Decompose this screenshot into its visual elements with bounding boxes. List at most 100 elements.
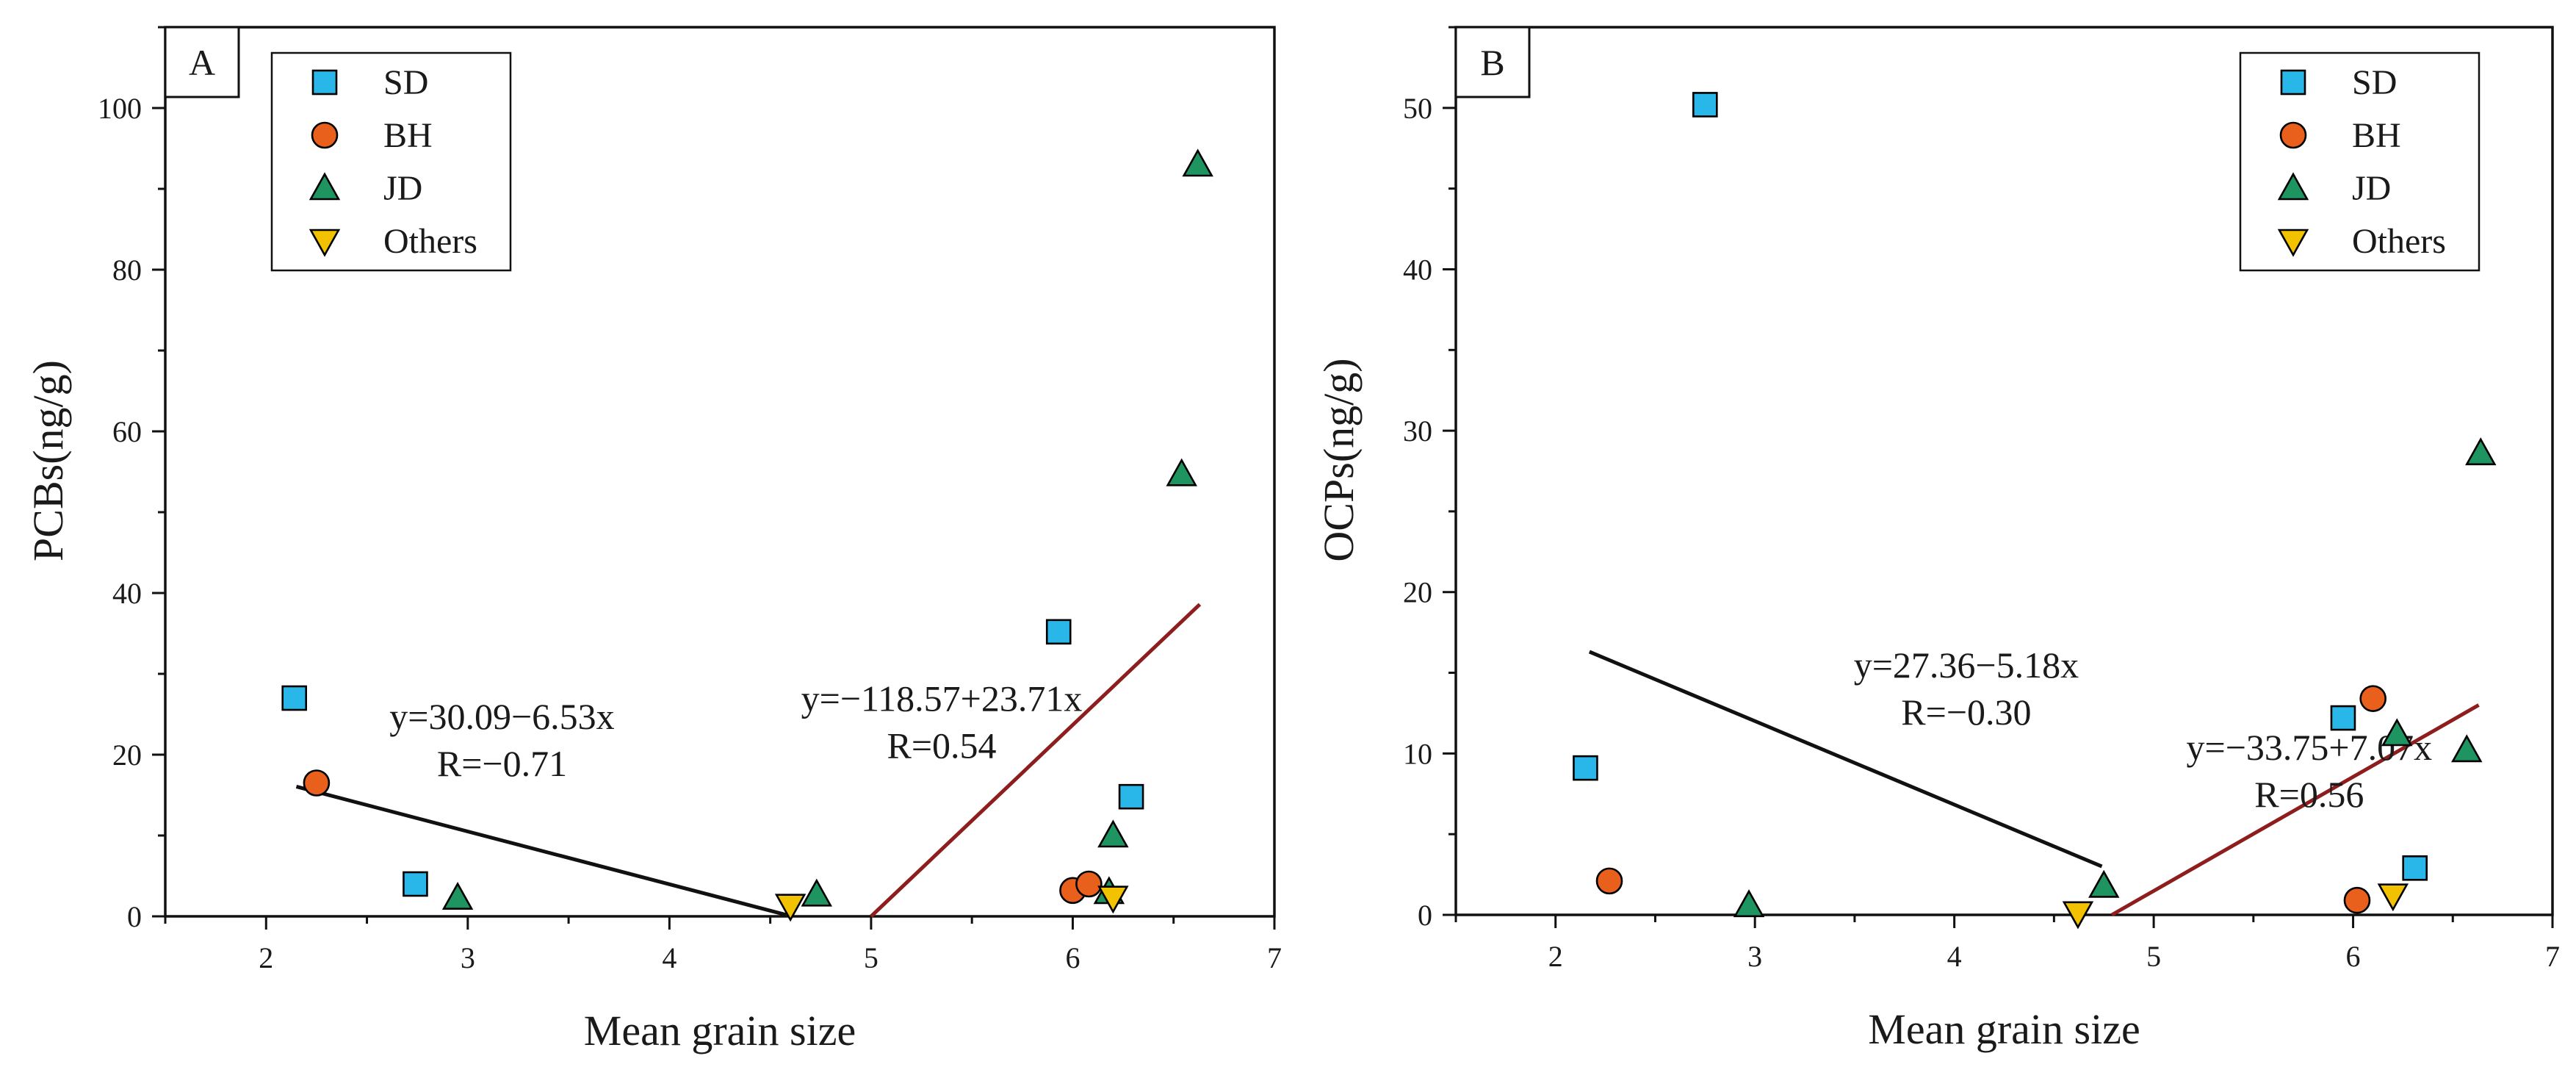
legend-item-bh: BH [2279,116,2401,155]
legend-item-jd: JD [2277,169,2391,208]
legend-marker-sd [311,69,338,96]
data-point-jd [1182,148,1213,177]
legend-marker-bh [2279,121,2307,149]
y-tick-label: 50 [1403,92,1432,125]
y-tick-label: 40 [1403,253,1432,286]
legend-label: Others [383,222,477,261]
series-bh [1595,685,2386,914]
legend-item-others: Others [2277,222,2446,261]
y-tick-label: 100 [98,92,142,125]
data-point-sd [1692,92,1718,118]
series-bh [303,769,1103,905]
data-point-sd [1573,755,1598,781]
data-point-jd [2451,734,2483,763]
data-point-others [2062,901,2094,930]
data-point-others [2377,883,2409,912]
fit-line [295,785,787,917]
data-point-jd [1097,819,1129,848]
data-point-bh [2343,886,2371,914]
x-tick-label: 7 [2545,940,2560,973]
y-axis-title: OCPs(ng/g) [1315,358,1363,561]
legend-label: SD [2352,63,2397,102]
data-point-jd [2381,718,2413,747]
data-point-jd [1733,889,1765,918]
series-sd [281,619,1144,897]
fit-equation-label: y=27.36−5.18x [1854,644,2079,686]
legend-box [2239,51,2481,272]
x-axis-title: Mean grain size [584,1007,856,1054]
data-point-sd [403,871,428,897]
panel-label: A [164,26,240,98]
y-axis-title: PCBs(ng/g) [24,360,72,561]
fit-line [1588,650,2103,869]
data-point-jd [2465,437,2497,466]
fit-r-label: R=0.54 [887,725,996,766]
panel-label-box [164,26,240,98]
x-axis-title: Mean grain size [1868,1005,2140,1053]
y-tick-label: 20 [112,739,142,772]
x-tick-label: 6 [2346,940,2361,973]
data-point-jd [1166,458,1197,486]
data-point-others [1097,885,1129,914]
legend-item-sd: SD [311,63,428,102]
panel-b: 2 3 4 5 6 7 0 10 20 30 40 50 Mean grain size OCPs(ng/… [1315,26,2560,1053]
data-point-others [774,894,807,922]
series-jd [441,148,1213,910]
fit-r-label: R=−0.71 [437,743,567,784]
data-point-bh [1595,867,1623,895]
data-point-sd [2330,705,2356,731]
legend-marker-sd [2280,69,2306,96]
x-tick-label: 4 [662,941,677,974]
panel-label-box [1454,26,1531,98]
legend-label: Others [2352,222,2446,261]
panel-a: 2 3 4 5 6 7 0 20 40 60 80 100 Mean grain size PCBs(ng… [24,26,1282,1054]
plot-frame [164,26,1276,918]
data-point-sd [1118,783,1144,810]
data-point-sd [281,685,308,711]
fit-line [870,603,1202,918]
x-tick-label: 5 [864,941,878,974]
legend-marker-others [309,229,341,257]
series-others [774,885,1129,922]
x-tick-label: 7 [1267,941,1282,974]
y-tick-label: 0 [1418,899,1432,932]
legend-item-sd: SD [2280,63,2397,102]
x-tick-label: 2 [259,941,273,974]
x-tick-label: 5 [2146,940,2161,973]
panel-label-text: B [1480,42,1504,83]
data-point-bh [2359,685,2386,712]
x-tick-label: 2 [1548,940,1563,973]
legend-item-others: Others [309,222,477,261]
legend-box [270,51,512,272]
legend-marker-bh [311,121,339,149]
legend: SD BH JD Others [2239,51,2481,272]
x-tick-label: 4 [1947,940,1962,973]
y-tick-label: 0 [127,900,142,933]
y-tick-label: 80 [112,254,142,287]
fit-r-label: R=−0.30 [1901,691,2031,733]
data-point-sd [2402,855,2428,881]
legend: SD BH JD Others [270,51,512,272]
x-tick-label: 6 [1065,941,1080,974]
panel-label-text: A [189,42,215,83]
y-tick-label: 40 [112,577,142,610]
plot-frame [1454,26,2554,916]
legend-marker-jd [309,172,341,201]
legend-item-bh: BH [311,116,433,155]
legend-item-jd: JD [309,169,422,208]
legend-label: BH [2352,116,2401,155]
data-point-sd [1045,619,1072,645]
data-point-jd [801,878,832,907]
fit-equation-label: y=−118.57+23.71x [801,678,1083,719]
series-sd [1573,92,2428,881]
legend-label: JD [2352,169,2391,208]
y-tick-label: 10 [1403,737,1432,770]
legend-label: JD [383,169,422,208]
fit-r-label: R=0.56 [2254,774,2364,815]
x-tick-label: 3 [1747,940,1762,973]
y-tick-label: 60 [112,415,142,448]
y-tick-label: 30 [1403,414,1432,448]
series-others [2062,883,2409,930]
legend-label: SD [383,63,428,102]
